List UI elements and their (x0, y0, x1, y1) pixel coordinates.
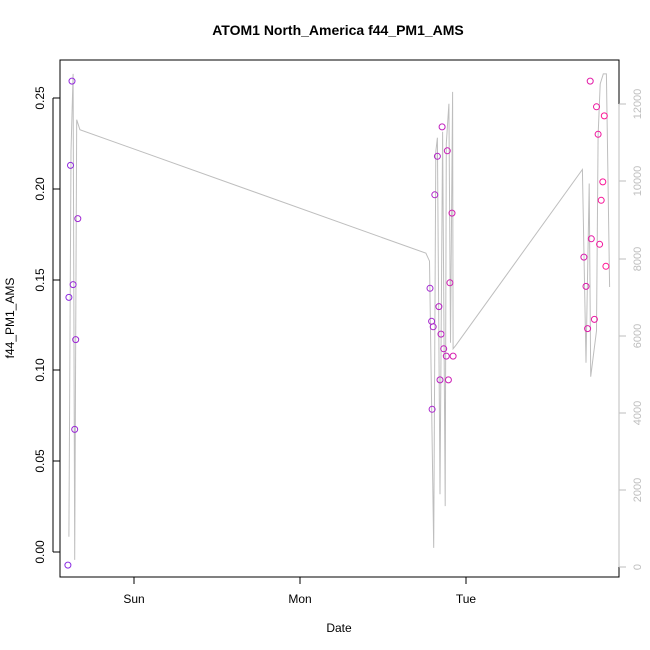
data-point (597, 196, 605, 204)
data-point (64, 561, 72, 569)
data-point (602, 262, 610, 270)
data-point (71, 425, 79, 433)
data-point (440, 345, 448, 353)
data-point (446, 279, 454, 287)
data-point (428, 405, 436, 413)
data-point (433, 152, 441, 160)
y-axis-label: f44_PM1_AMS (3, 278, 17, 359)
x-tick-label-mon: Mon (288, 592, 311, 606)
data-point (74, 215, 82, 223)
line-series (68, 73, 611, 560)
data-point (431, 191, 439, 199)
y-tick-label-3: 0.15 (33, 268, 47, 292)
data-point (594, 130, 602, 138)
data-point (448, 209, 456, 217)
x-tick-label-sun: Sun (123, 592, 144, 606)
data-point (437, 330, 445, 338)
data-point (72, 336, 80, 344)
y-tick-label-5: 0.25 (33, 86, 47, 110)
data-point (584, 325, 592, 333)
data-point (69, 281, 77, 289)
data-point (435, 303, 443, 311)
data-point (580, 253, 588, 261)
data-point (600, 112, 608, 120)
data-point (593, 103, 600, 111)
data-point (582, 282, 590, 290)
data-point (599, 178, 607, 186)
data-point (442, 352, 450, 360)
data-point (436, 376, 444, 384)
data-point (438, 123, 446, 131)
y2-tick-label-2: 4000 (632, 401, 644, 425)
y-tick-label-2: 0.10 (33, 358, 47, 382)
chart-title: ATOM1 North_America f44_PM1_AMS (212, 22, 464, 38)
y2-tick-label-4: 8000 (632, 247, 644, 271)
data-point (68, 77, 76, 85)
y2-tick-label-0: 0 (632, 564, 644, 570)
x-axis: Sun Mon Tue Date (123, 576, 477, 635)
y2-tick-label-3: 6000 (632, 324, 644, 348)
data-point (587, 235, 595, 243)
y-tick-label-0: 0.00 (33, 540, 47, 564)
y-tick-label-4: 0.20 (33, 177, 47, 201)
data-point (449, 352, 457, 360)
y-axis: 0.00 0.05 0.10 0.15 0.20 0.25 f44_PM1_AM… (3, 86, 60, 564)
data-point (444, 376, 452, 384)
data-point (429, 323, 437, 331)
data-point (443, 147, 451, 155)
point-series (64, 77, 610, 569)
data-point (586, 77, 594, 85)
data-point (596, 240, 604, 248)
data-point (67, 161, 74, 169)
y2-tick-label-6: 12000 (632, 89, 644, 120)
y2-tick-label-1: 2000 (632, 478, 644, 502)
series-line-path (68, 73, 611, 560)
secondary-y-axis: 0 2000 4000 6000 8000 10000 12000 (618, 89, 644, 570)
x-tick-label-tue: Tue (456, 592, 477, 606)
data-point (590, 315, 598, 323)
y-tick-label-1: 0.05 (33, 449, 47, 473)
x-axis-label: Date (326, 621, 352, 635)
y2-tick-label-5: 10000 (632, 166, 644, 197)
data-point (65, 293, 73, 301)
data-point (426, 284, 434, 292)
